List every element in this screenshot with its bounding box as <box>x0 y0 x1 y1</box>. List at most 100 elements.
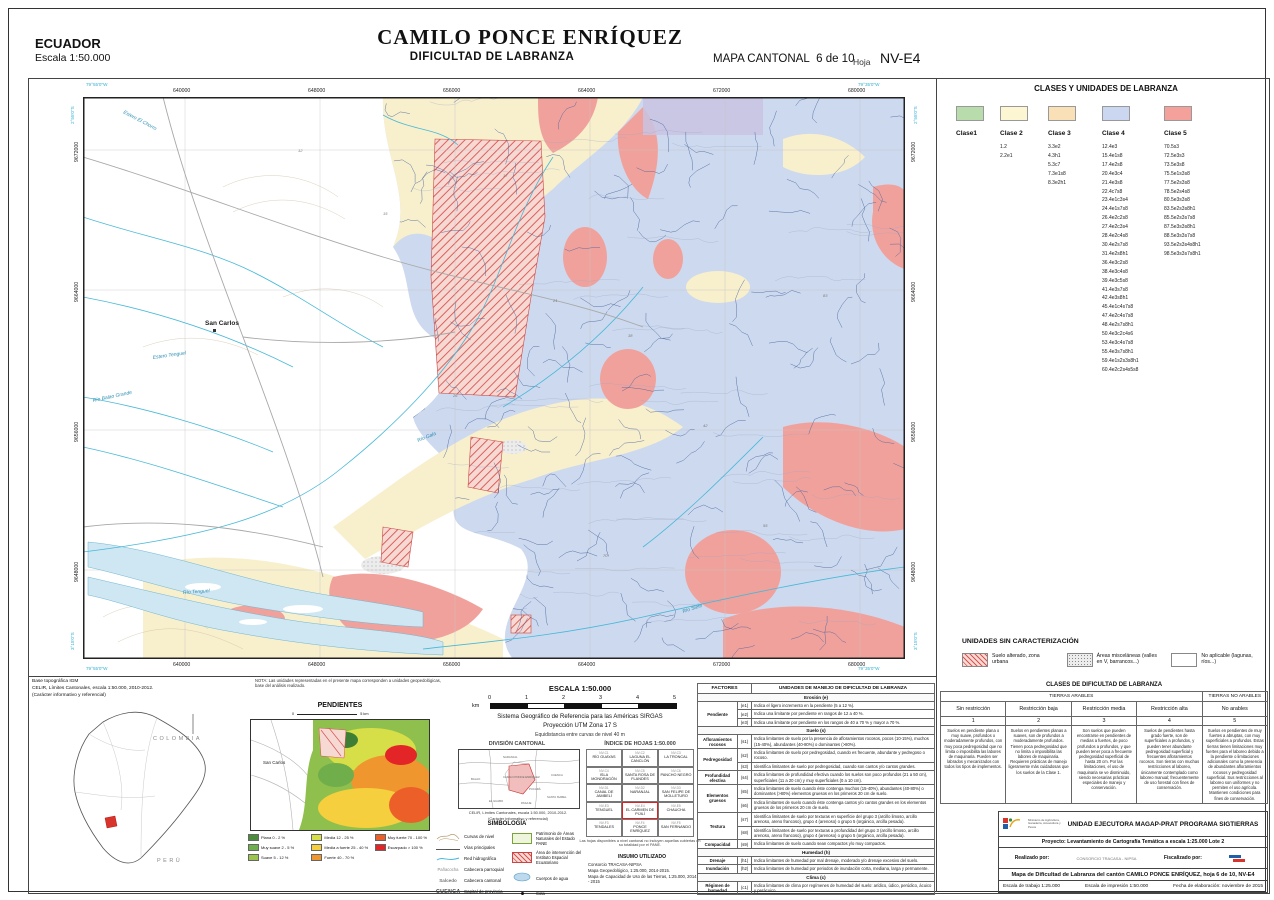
simbologia-item: Curvas de nivel <box>436 831 508 842</box>
escala-trabajo: Escala de trabajo 1:25.000 <box>1003 884 1061 889</box>
pendientes-chip <box>311 834 323 841</box>
indice-cell-code: NV-E4 <box>635 803 645 808</box>
indice-cell-code: NV-C1 <box>599 751 609 755</box>
legend-unit: 1.2 <box>1000 144 1007 150</box>
agua-icon <box>512 869 532 887</box>
realizado-label: Realizado por: <box>1014 855 1050 861</box>
factor-desc: Indica el ligero incremento en la pendie… <box>751 700 936 711</box>
factor-code: (c1) <box>736 880 753 896</box>
clases-table: TIERRAS ARABLES TIERRAS NO ARABLES Sin res… <box>939 691 1269 804</box>
easting-label: 672000 <box>713 88 731 94</box>
braided-river <box>87 541 444 656</box>
country-label: ECUADOR <box>35 36 101 51</box>
division-label: BALAO <box>471 777 481 781</box>
scalebar-title: ESCALA 1:50.000 <box>548 684 612 693</box>
indice-cell: NV-E3 TENGUEL <box>586 801 622 819</box>
legend-swatch <box>1164 106 1192 121</box>
indice-cell-code: NV-D2 <box>635 786 645 790</box>
group-arables: TIERRAS ARABLES <box>940 691 1203 702</box>
indice-cell: NV-D1 CANAL DE JAMBELÍ <box>586 784 622 802</box>
river-label: Río Tenguel <box>183 588 211 596</box>
river-label: Río Balao Grande <box>92 390 133 404</box>
indice-cell: NV-F5 SAN FERNANDO <box>658 819 694 837</box>
indice-cell-name: RÍO GUAYAS <box>592 755 616 759</box>
pendientes-legend-col: Muy fuerte 70 - 100 % Escarpado > 100 % <box>374 834 434 864</box>
unit-label: 55 <box>763 523 768 528</box>
footer-box: Ministerio de Agricultura, Ganadería, Ac… <box>998 811 1268 893</box>
pendientes-chip <box>248 854 259 861</box>
outer-border <box>8 8 1266 892</box>
factor-name: Inundación <box>697 864 738 874</box>
factor-code: (s4) <box>736 770 753 786</box>
road-line <box>436 848 460 850</box>
river-icon <box>436 850 460 868</box>
unit-label: 38 <box>628 333 633 338</box>
indice-cell-code: NV-D1 <box>599 786 609 790</box>
panel-divider <box>936 78 937 892</box>
legend-unit: 31.4e2s8h1 <box>1102 250 1129 257</box>
unidades-header: UNIDADES DE MANEJO DE DIFICULTAD DE LABR… <box>751 683 936 694</box>
northing-label: 9648000 <box>911 561 917 582</box>
simbologia-label: Cabecera parroquial <box>464 867 504 872</box>
pendientes-chip <box>374 844 386 851</box>
realizado-logo: CONSORCIO TRACASA - NIPSA <box>1076 855 1137 861</box>
indice-note: Las hojas disponibles a nivel cantonal n… <box>579 839 701 847</box>
pendientes-label: Media 12 - 25 % <box>324 835 354 840</box>
factor-desc: Identifica limitantes de suelo por textu… <box>751 811 936 827</box>
sincar-swatch <box>962 653 988 667</box>
sincar-swatch <box>1171 653 1198 667</box>
factor-code: (e2) <box>736 709 753 719</box>
fiscalizado-logo <box>1229 854 1246 862</box>
factor-name: Drenaje <box>697 855 738 866</box>
equidistancia-ref: Equidistancia entre curvas de nivel 40 m <box>535 732 625 738</box>
factor-desc: Indica una limitante por pendiente en ra… <box>751 709 936 719</box>
factor-desc: Indica limitantes de suelo cuando sean c… <box>751 839 936 849</box>
legend-class-name: Clase 2 <box>1000 130 1023 137</box>
indice-row: NV-F3 TENDALES NV-F4 PONCE ENRÍQUEZ NV-F5 SAN… <box>586 819 694 837</box>
indice-cell-name: PONCE ENRÍQUEZ <box>630 825 650 834</box>
factores-table-el: FACTORES UNIDADES DE MANEJO DE DIFICULTAD… <box>696 683 936 896</box>
factores-table: FACTORES UNIDADES DE MANEJO DE DIFICULTAD… <box>696 683 936 896</box>
indice-cell: NV-F3 TENDALES <box>586 819 622 837</box>
factor-code: (s7) <box>736 811 753 827</box>
pendientes-legend-item: Suave 5 - 12 % <box>248 854 307 861</box>
northing-label: 9672000 <box>911 141 917 162</box>
river-label: Estero El Chorro <box>122 109 158 132</box>
legend-unit: 7.3e1s8 <box>1048 170 1066 177</box>
canton-marker <box>104 815 118 829</box>
map-title: CAMILO PONCE ENRÍQUEZ <box>377 25 683 49</box>
legend-unit: 42.4e3s8h1 <box>1102 295 1129 302</box>
scalebar-bar <box>490 703 677 709</box>
easting-label: 672000 <box>713 662 731 668</box>
northing-label: 9664000 <box>74 281 80 302</box>
legend-unit: 20.4e3c4 <box>1102 170 1123 177</box>
scalebar-tick: 0 <box>488 695 492 701</box>
bottom-divider <box>28 676 936 677</box>
simbologia-item: Área de intervención del Instituto Espac… <box>512 850 582 865</box>
group-no-arables: TIERRAS NO ARABLES <box>1201 691 1269 702</box>
simbologia-label: Cota <box>536 891 545 896</box>
geo-corner-label: 79°35'0"W <box>858 82 880 87</box>
simbologia-label: Red hidrográfica <box>464 856 497 861</box>
legend-unit: 45.4e1c4s7s8 <box>1102 304 1134 311</box>
simbologia-item: Cota <box>512 891 582 896</box>
indice-cell-code: NV-F4 <box>635 821 645 825</box>
cota-icon <box>512 892 532 895</box>
sincar-title: UNIDADES SIN CARACTERIZACIÓN <box>962 638 1079 645</box>
factor-desc: Indica limitantes de suelo cuando éste c… <box>751 797 936 813</box>
factor-name: Compacidad <box>697 839 738 849</box>
pendientes-label: Media a fuerte 25 - 40 % <box>324 845 369 850</box>
simbologia-left: Curvas de nivel Vías principales Red hidro… <box>436 831 508 897</box>
indice-cell-code: NV-C2 <box>635 751 645 755</box>
legend-unit: 12.4e3 <box>1102 144 1118 150</box>
sincar-item: Áreas misceláneas (valles en V, barranco… <box>1066 653 1158 667</box>
pendientes-legend-col: Plana 0 - 2 % Muy suave 2 - 5 % Suave 5 - … <box>248 834 307 864</box>
colombia-label: COLOMBIA <box>153 736 202 742</box>
legend-unit: 26.4e2c2s8 <box>1102 215 1128 222</box>
factor-section: Suelo (s) <box>696 726 936 736</box>
sincar-label: Suelo alterado, zona urbana <box>992 653 1040 666</box>
scalebar-tick: 1 <box>525 695 529 701</box>
cantonal-icon: Salcedo <box>436 878 460 883</box>
legend-unit: 53.4e3c4s7s8 <box>1102 339 1134 346</box>
scalebar-segment <box>491 704 528 708</box>
